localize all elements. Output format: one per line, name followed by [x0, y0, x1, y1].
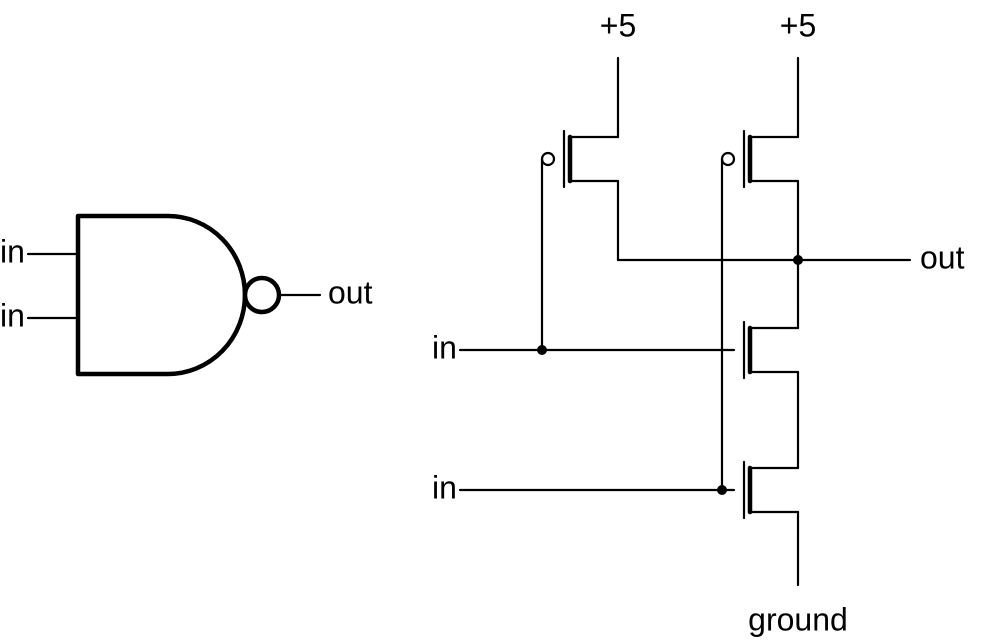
nand-in-top-label: in — [0, 233, 25, 269]
in-b-junction — [717, 485, 727, 495]
pmos-right — [722, 121, 798, 197]
nand-in-bot-label: in — [0, 297, 25, 333]
nmos-bottom — [744, 452, 798, 528]
in-a-junction — [537, 345, 547, 355]
cmos-in-top-label: in — [432, 329, 457, 365]
cmos-in-bot-label: in — [432, 469, 457, 505]
vdd-right-label: +5 — [780, 7, 816, 43]
nand-bubble — [245, 278, 279, 312]
nmos-top — [744, 312, 798, 388]
nand-body — [78, 216, 245, 374]
pmos-left — [542, 121, 618, 197]
nand-out-label: out — [328, 274, 373, 310]
cmos-out-label: out — [920, 239, 965, 275]
output-junction — [793, 255, 803, 265]
vdd-left-label: +5 — [600, 7, 636, 43]
ground-label: ground — [748, 601, 848, 637]
